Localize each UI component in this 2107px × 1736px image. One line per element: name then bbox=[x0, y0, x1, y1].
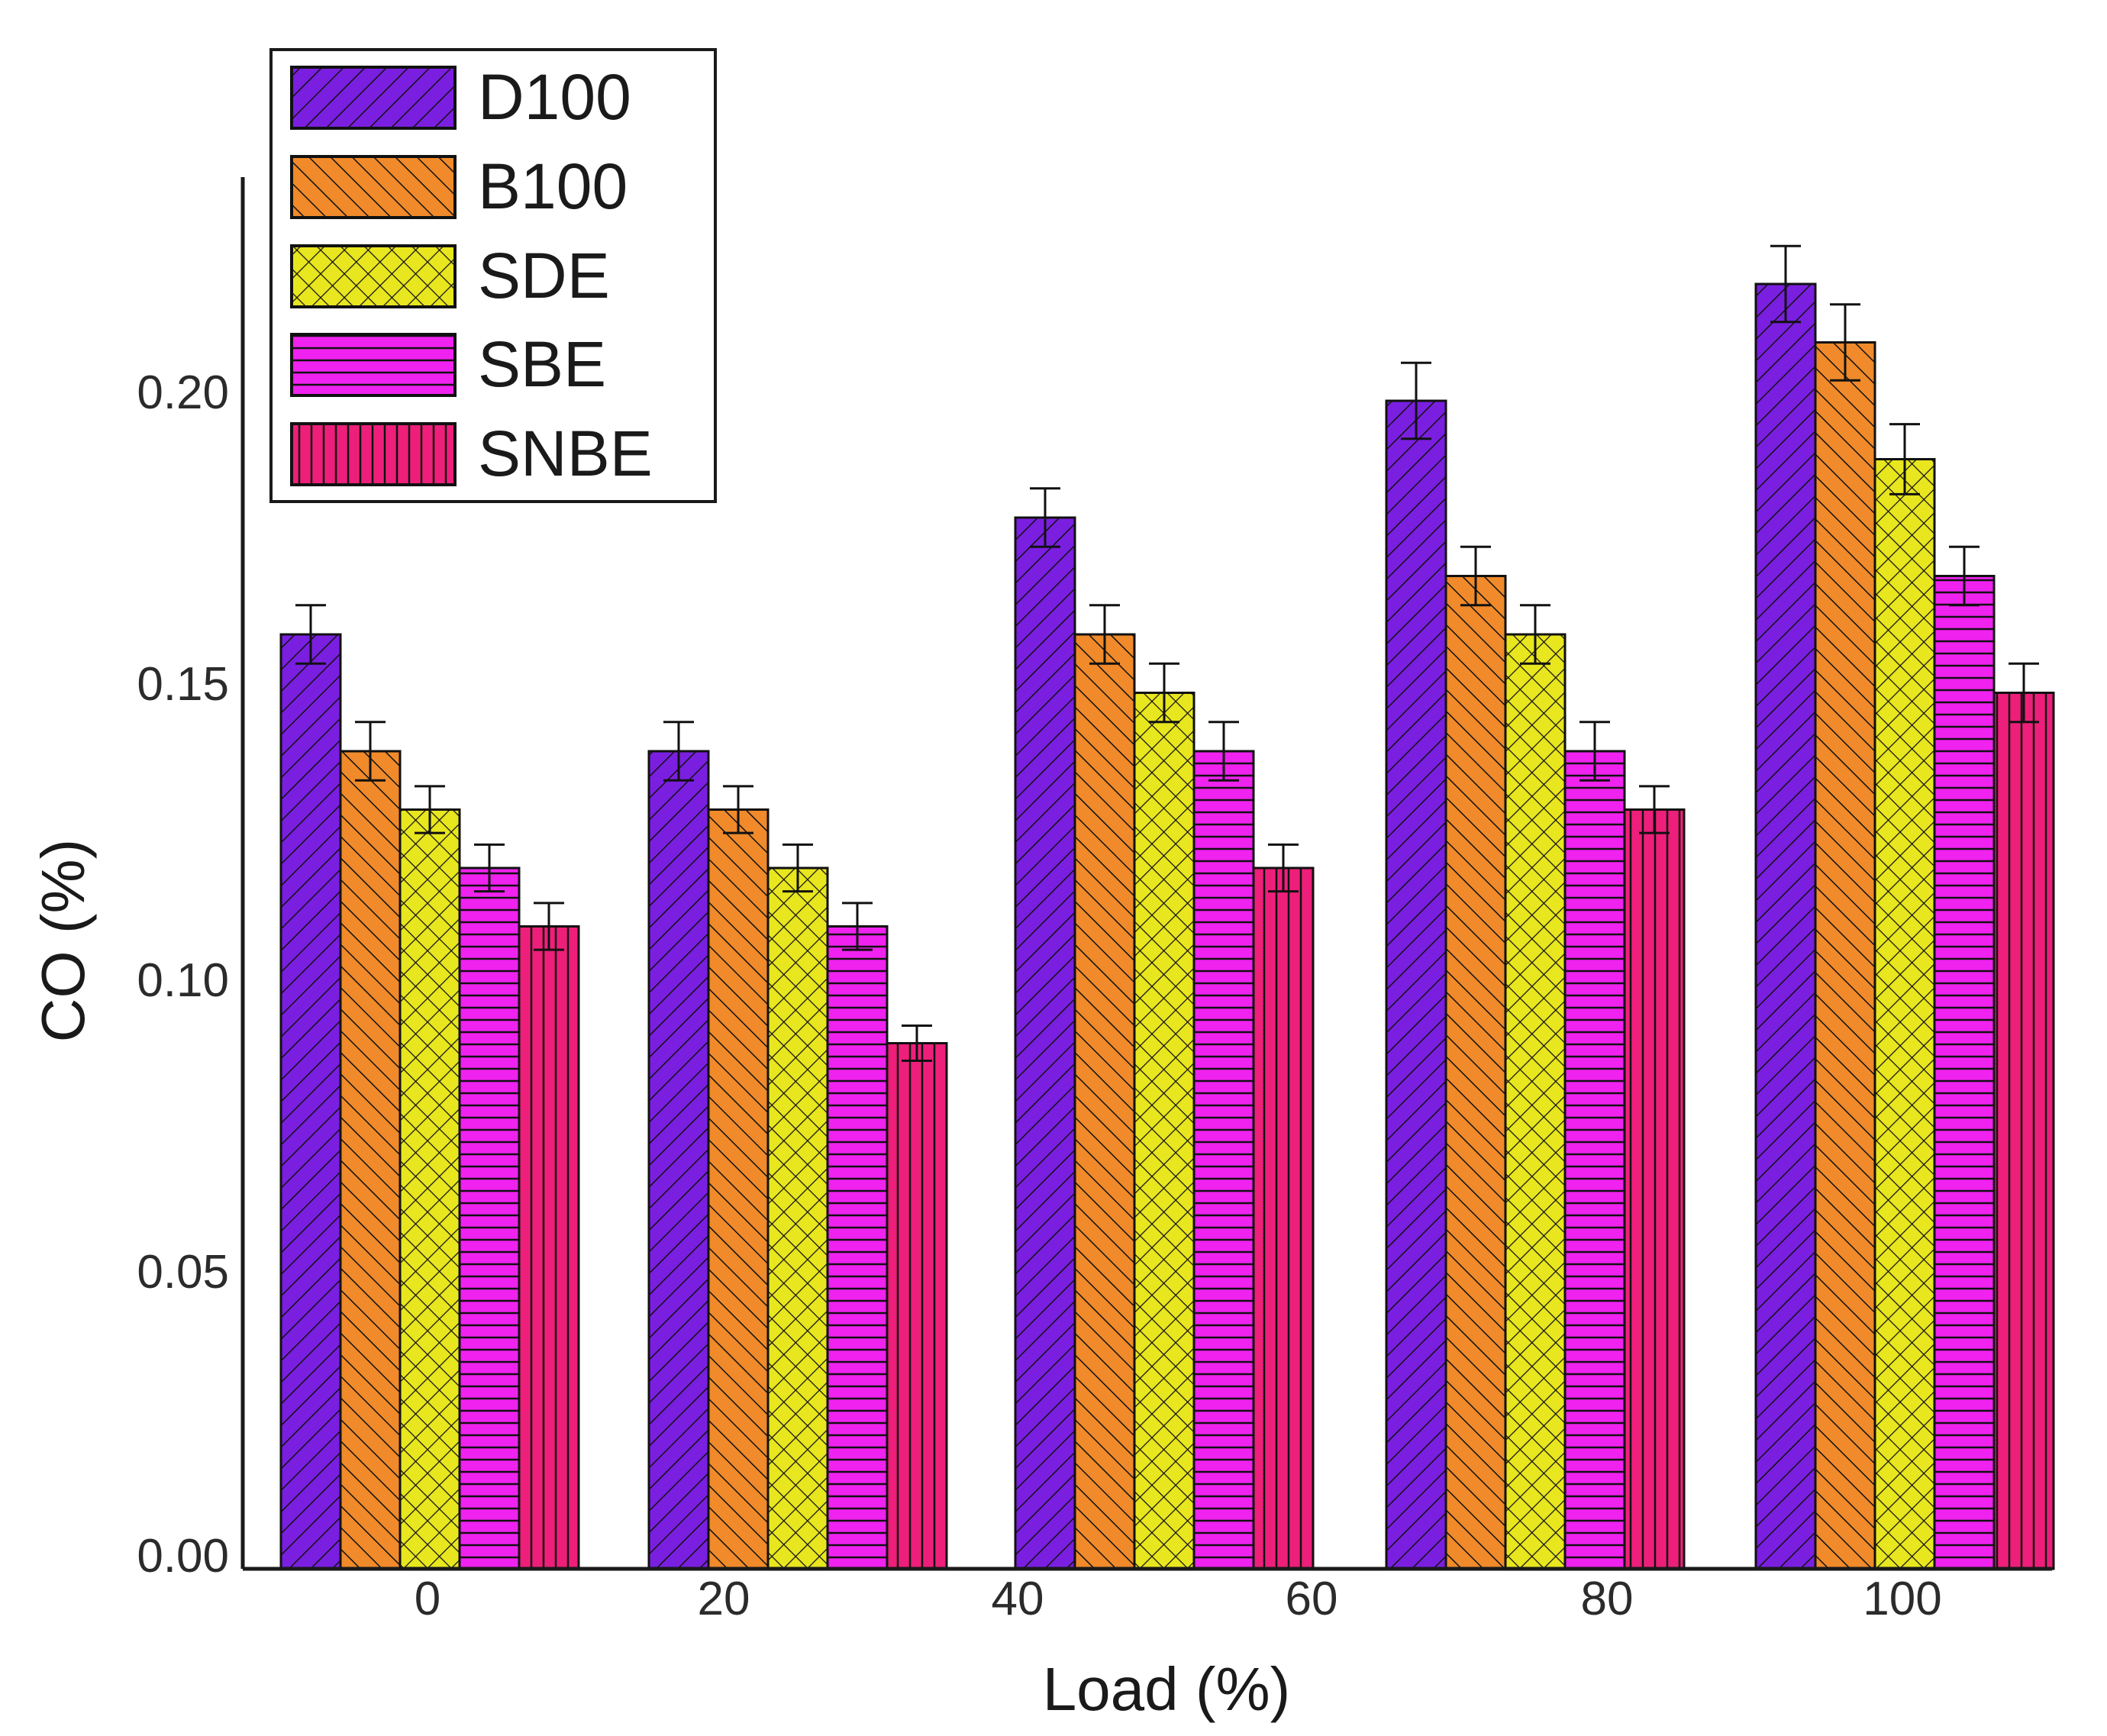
bar-sbe-group-4 bbox=[1933, 575, 1996, 1570]
x-tick-label: 20 bbox=[698, 1573, 750, 1625]
y-tick-label: 0.05 bbox=[137, 1246, 229, 1299]
error-bar-sde-group-2 bbox=[1149, 662, 1179, 724]
bar-sbe-group-3 bbox=[1563, 750, 1626, 1570]
x-tick-label: 40 bbox=[992, 1573, 1044, 1625]
bar-snbe-group-0 bbox=[518, 925, 580, 1570]
bar-snbe-group-3 bbox=[1623, 808, 1686, 1570]
bar-d100-group-0 bbox=[279, 633, 342, 1570]
error-bar-sbe-group-0 bbox=[474, 843, 505, 893]
y-axis-title: CO (%) bbox=[29, 839, 97, 1043]
bar-sbe-group-2 bbox=[1192, 750, 1255, 1570]
legend-label-b100: B100 bbox=[478, 150, 628, 222]
legend: D100 B100 SDE SBE SNBE bbox=[269, 48, 717, 503]
bar-sbe-group-0 bbox=[458, 866, 521, 1570]
error-bar-sbe-group-1 bbox=[842, 902, 873, 951]
y-tick-label: 0.10 bbox=[137, 954, 229, 1007]
error-bar-b100-group-0 bbox=[355, 721, 386, 782]
bar-sbe-group-1 bbox=[826, 925, 889, 1570]
error-bar-d100-group-2 bbox=[1030, 487, 1060, 548]
legend-item-sde: SDE bbox=[290, 240, 610, 311]
bar-sde-group-3 bbox=[1504, 633, 1567, 1570]
y-axis-tick-labels: 0.00 0.05 0.10 0.15 0.20 bbox=[137, 366, 229, 1583]
error-bar-snbe-group-4 bbox=[2009, 662, 2039, 724]
legend-label-snbe: SNBE bbox=[478, 418, 653, 489]
error-bar-d100-group-0 bbox=[295, 604, 326, 665]
error-bar-sde-group-3 bbox=[1520, 604, 1550, 665]
bar-d100-group-1 bbox=[647, 750, 710, 1570]
x-tick-label: 60 bbox=[1286, 1573, 1338, 1625]
bar-d100-group-4 bbox=[1754, 282, 1817, 1570]
bar-b100-group-2 bbox=[1073, 633, 1136, 1570]
error-bar-sbe-group-2 bbox=[1208, 721, 1239, 782]
legend-item-b100: B100 bbox=[290, 150, 628, 222]
x-tick-label: 0 bbox=[415, 1573, 440, 1625]
bar-d100-group-2 bbox=[1014, 516, 1076, 1570]
error-bar-snbe-group-0 bbox=[534, 902, 564, 951]
legend-swatch-snbe bbox=[290, 422, 457, 486]
error-bar-b100-group-4 bbox=[1830, 303, 1860, 382]
legend-item-snbe: SNBE bbox=[290, 418, 653, 489]
error-bar-snbe-group-2 bbox=[1268, 843, 1299, 893]
error-bar-snbe-group-3 bbox=[1639, 785, 1670, 834]
error-bar-d100-group-3 bbox=[1401, 361, 1431, 440]
x-axis-tick-labels: 0 20 40 60 80 100 bbox=[415, 1573, 1942, 1625]
bar-b100-group-4 bbox=[1814, 341, 1876, 1570]
error-bar-b100-group-3 bbox=[1460, 545, 1491, 607]
bar-snbe-group-4 bbox=[1992, 692, 2055, 1570]
bar-sde-group-4 bbox=[1873, 458, 1936, 1570]
error-bar-d100-group-1 bbox=[663, 721, 694, 782]
legend-label-d100: D100 bbox=[478, 61, 631, 133]
bar-snbe-group-1 bbox=[886, 1042, 948, 1570]
error-bar-sde-group-0 bbox=[415, 785, 445, 834]
legend-label-sbe: SBE bbox=[478, 328, 606, 400]
x-tick-label: 80 bbox=[1581, 1573, 1634, 1625]
bar-snbe-group-2 bbox=[1252, 866, 1315, 1570]
error-bar-sde-group-1 bbox=[782, 843, 813, 893]
y-tick-label: 0.20 bbox=[137, 366, 229, 419]
legend-swatch-b100 bbox=[290, 155, 457, 219]
y-tick-label: 0.00 bbox=[137, 1530, 229, 1583]
legend-label-sde: SDE bbox=[478, 240, 610, 311]
legend-item-d100: D100 bbox=[290, 61, 631, 133]
bar-series-group bbox=[279, 282, 2055, 1570]
bar-sde-group-1 bbox=[766, 866, 829, 1570]
error-bar-b100-group-2 bbox=[1089, 604, 1120, 665]
legend-item-sbe: SBE bbox=[290, 328, 606, 400]
error-bar-snbe-group-1 bbox=[902, 1024, 932, 1062]
bar-sde-group-0 bbox=[398, 808, 461, 1570]
error-bar-sde-group-4 bbox=[1889, 423, 1920, 495]
bar-b100-group-0 bbox=[339, 750, 402, 1570]
bar-d100-group-3 bbox=[1385, 399, 1447, 1570]
x-tick-label: 100 bbox=[1863, 1573, 1941, 1625]
y-tick-label: 0.15 bbox=[137, 658, 229, 711]
x-axis-title: Load (%) bbox=[1043, 1655, 1291, 1723]
legend-swatch-sde bbox=[290, 244, 457, 308]
error-bar-sbe-group-3 bbox=[1579, 721, 1610, 782]
legend-swatch-d100 bbox=[290, 66, 457, 130]
bar-b100-group-3 bbox=[1444, 575, 1507, 1570]
bar-sde-group-2 bbox=[1133, 692, 1195, 1570]
error-bar-d100-group-4 bbox=[1770, 244, 1801, 324]
error-bar-sbe-group-4 bbox=[1949, 545, 1980, 607]
legend-swatch-sbe bbox=[290, 333, 457, 397]
error-bar-group bbox=[295, 244, 2039, 1062]
bar-b100-group-1 bbox=[707, 808, 770, 1570]
error-bar-b100-group-1 bbox=[723, 785, 753, 834]
